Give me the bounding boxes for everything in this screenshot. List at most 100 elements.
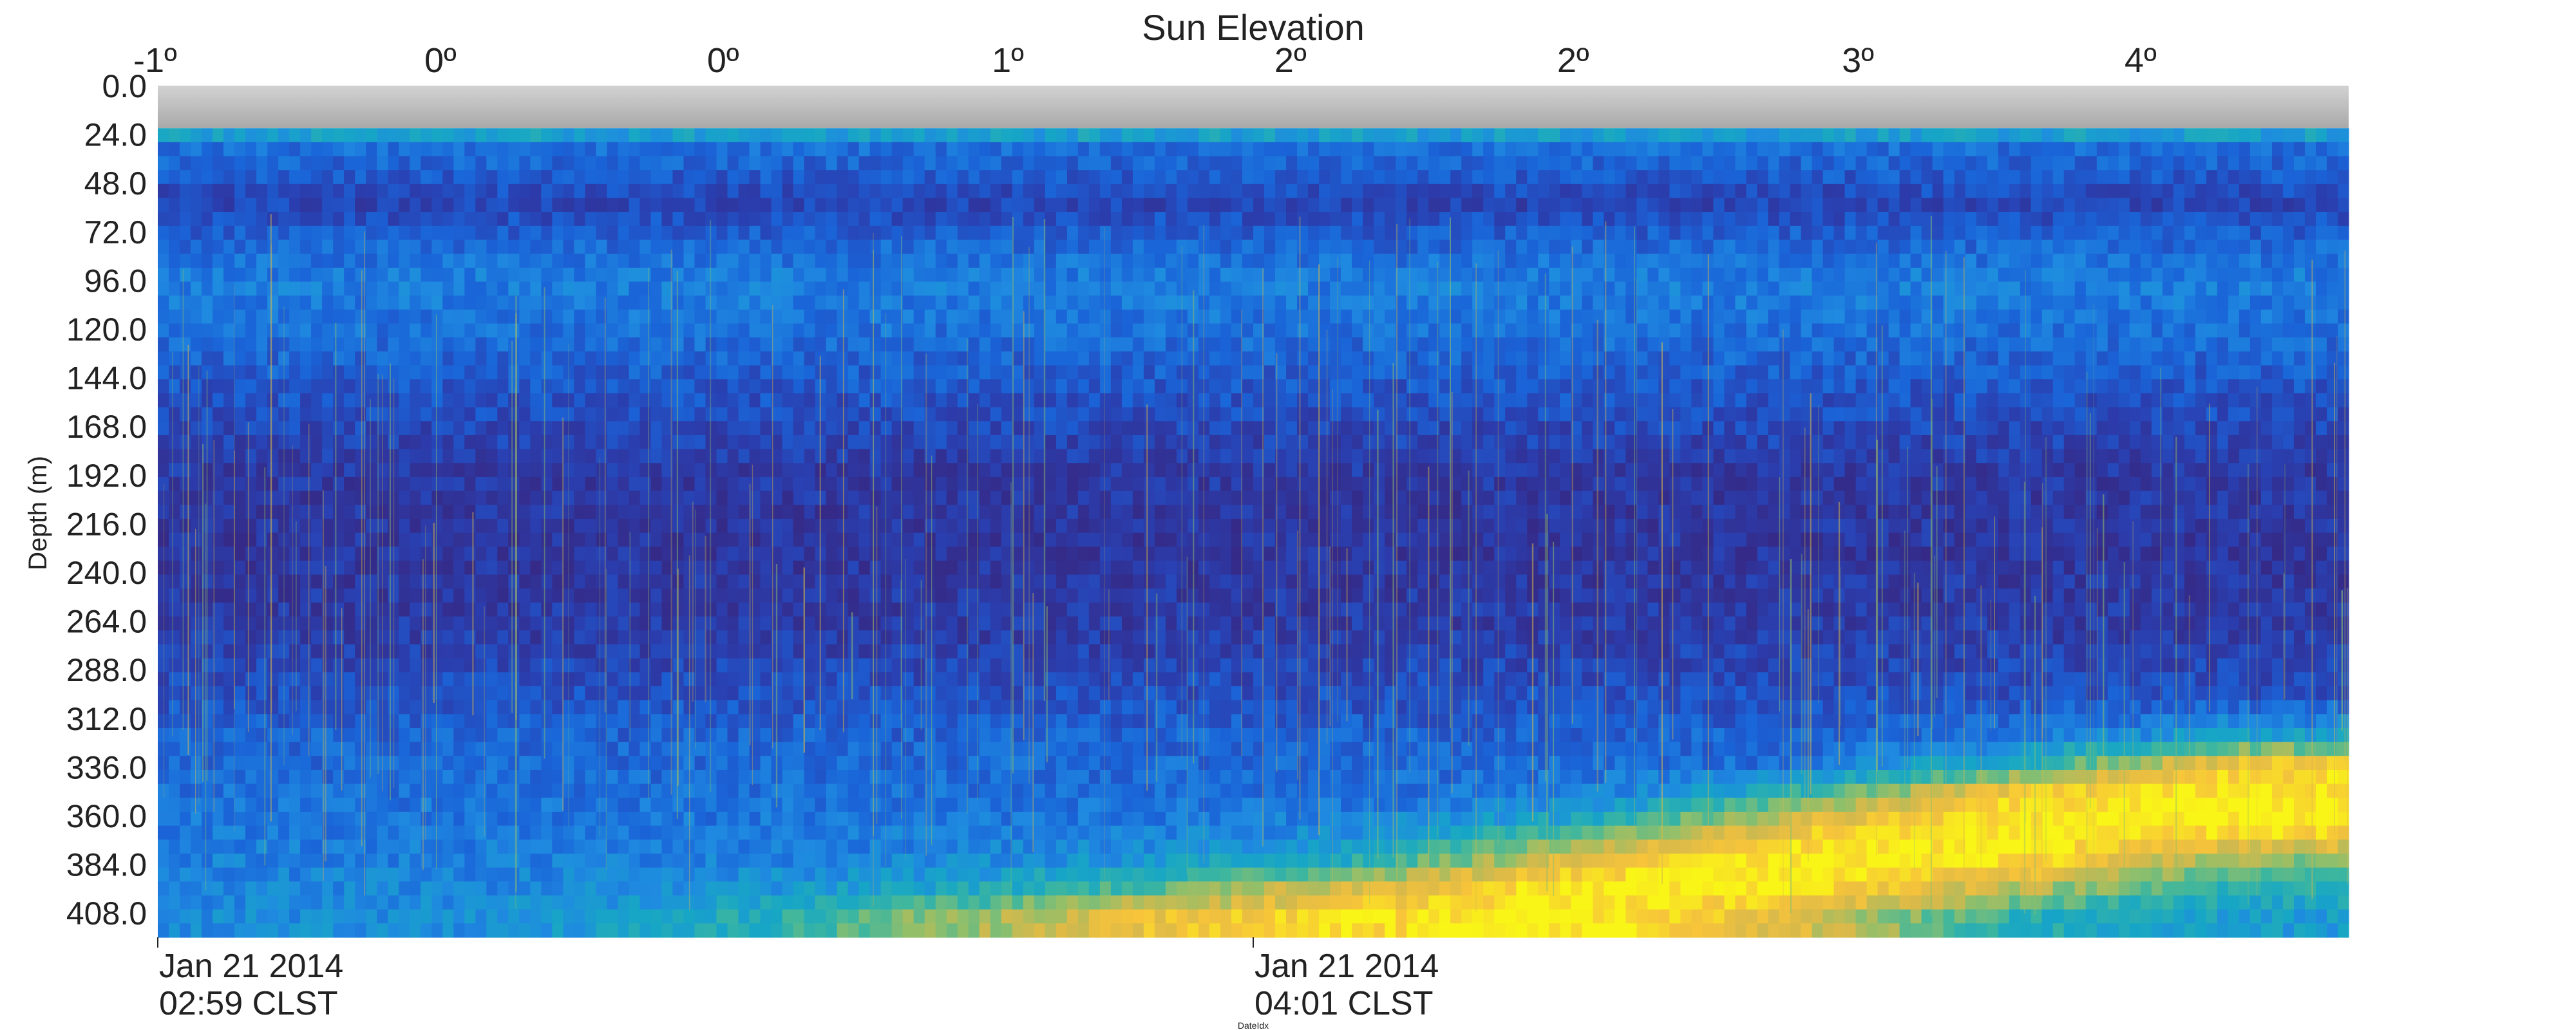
heatmap-cell bbox=[475, 212, 487, 227]
heatmap-cell bbox=[2184, 323, 2196, 338]
heatmap-cell bbox=[431, 421, 443, 436]
heatmap-cell bbox=[639, 379, 652, 394]
heatmap-cell bbox=[1034, 156, 1046, 171]
heatmap-cell bbox=[213, 212, 224, 227]
heatmap-cell bbox=[793, 225, 805, 241]
heatmap-cell bbox=[2304, 170, 2316, 185]
heatmap-cell bbox=[1121, 449, 1133, 464]
heatmap-cell bbox=[672, 309, 685, 324]
heatmap-cell bbox=[2260, 435, 2273, 450]
heatmap-cell bbox=[355, 337, 366, 352]
heatmap-cell bbox=[1121, 337, 1133, 352]
heatmap-cell bbox=[234, 156, 246, 171]
heatmap-cell bbox=[180, 379, 191, 394]
heatmap-cell bbox=[650, 337, 663, 352]
heatmap-cell bbox=[1374, 295, 1385, 310]
heatmap-cell bbox=[2326, 183, 2338, 199]
heatmap-cell bbox=[1110, 183, 1122, 199]
heatmap-cell bbox=[2085, 449, 2098, 464]
heatmap-cell bbox=[1571, 170, 1582, 185]
heatmap-cell bbox=[1691, 323, 1703, 338]
heatmap-cell bbox=[1264, 267, 1276, 283]
heatmap-cell bbox=[869, 170, 882, 185]
heatmap-cell bbox=[1932, 295, 1944, 310]
heatmap-cell bbox=[683, 323, 696, 338]
heatmap-cell bbox=[1888, 337, 1900, 352]
heatmap-cell bbox=[1253, 142, 1265, 157]
heatmap-cell bbox=[968, 309, 980, 324]
heatmap-cell bbox=[508, 142, 520, 157]
heatmap-cell bbox=[738, 281, 750, 296]
heatmap-cell bbox=[650, 379, 663, 394]
heatmap-cell bbox=[946, 449, 958, 464]
heatmap-cell bbox=[1341, 128, 1352, 143]
heatmap-cell bbox=[344, 142, 355, 157]
heatmap-cell bbox=[1724, 393, 1736, 408]
heatmap-cell bbox=[639, 183, 652, 199]
heatmap-cell bbox=[1045, 323, 1057, 338]
heatmap-cell bbox=[858, 281, 871, 296]
heatmap-cell bbox=[1965, 239, 1977, 254]
heatmap-cell bbox=[837, 323, 849, 338]
heatmap-cell bbox=[1735, 267, 1747, 283]
heatmap-cell bbox=[2239, 295, 2251, 310]
heatmap-cell bbox=[1954, 393, 1966, 408]
heatmap-cell bbox=[1615, 463, 1626, 478]
heatmap-cell bbox=[1812, 337, 1824, 352]
heatmap-cell bbox=[1812, 379, 1824, 394]
heatmap-cell bbox=[1319, 407, 1331, 422]
heatmap-cell bbox=[1242, 435, 1254, 450]
heatmap-cell bbox=[278, 421, 290, 436]
heatmap-cell bbox=[826, 421, 838, 436]
heatmap-cell bbox=[1396, 449, 1407, 464]
heatmap-cell bbox=[1724, 379, 1736, 394]
heatmap-cell bbox=[1713, 128, 1725, 143]
heatmap-cell bbox=[1604, 225, 1615, 241]
heatmap-cell bbox=[2063, 379, 2076, 394]
heatmap-cell bbox=[300, 183, 312, 199]
heatmap-cell bbox=[2020, 156, 2032, 171]
heatmap-cell bbox=[2337, 379, 2349, 394]
heatmap-cell bbox=[650, 435, 663, 450]
heatmap-cell bbox=[1023, 435, 1035, 450]
heatmap-cell bbox=[213, 128, 224, 143]
heatmap-cell bbox=[333, 337, 345, 352]
heatmap-cell bbox=[1088, 170, 1101, 185]
heatmap-cell bbox=[1132, 156, 1144, 171]
heatmap-cell bbox=[891, 267, 904, 283]
heatmap-cell bbox=[738, 463, 750, 478]
heatmap-cell bbox=[793, 379, 805, 394]
heatmap-cell bbox=[1417, 351, 1429, 366]
heatmap-cell bbox=[267, 281, 279, 296]
heatmap-cell bbox=[1691, 337, 1703, 352]
heatmap-cell bbox=[902, 337, 914, 352]
heatmap-cell bbox=[1516, 156, 1528, 171]
heatmap-cell bbox=[596, 267, 608, 283]
heatmap-cell bbox=[191, 254, 202, 268]
heatmap-cell bbox=[1615, 449, 1626, 464]
heatmap-cell bbox=[180, 156, 191, 171]
heatmap-cell bbox=[508, 198, 520, 212]
heatmap-cell bbox=[344, 435, 355, 450]
heatmap-cell bbox=[2118, 170, 2130, 185]
heatmap-cell bbox=[180, 170, 191, 185]
heatmap-cell bbox=[1341, 407, 1352, 422]
heatmap-cell bbox=[2085, 142, 2098, 157]
heatmap-cell bbox=[1034, 323, 1046, 338]
heatmap-cell bbox=[2337, 170, 2349, 185]
heatmap-cell bbox=[1625, 323, 1637, 338]
heatmap-cell bbox=[1483, 254, 1495, 268]
heatmap-cell bbox=[1549, 407, 1560, 422]
heatmap-cell bbox=[1833, 212, 1846, 227]
heatmap-cell bbox=[1253, 212, 1265, 227]
heatmap-cell bbox=[1286, 351, 1298, 366]
heatmap-cell bbox=[1965, 393, 1977, 408]
heatmap-cell bbox=[2337, 323, 2349, 338]
heatmap-cell bbox=[1121, 295, 1133, 310]
top-tick-label: 3º bbox=[1842, 41, 1874, 80]
heatmap-cell bbox=[245, 449, 257, 464]
heatmap-cell bbox=[1385, 463, 1396, 478]
heatmap-cell bbox=[2151, 337, 2163, 352]
heatmap-cell bbox=[1056, 183, 1068, 199]
heatmap-cell bbox=[1724, 128, 1736, 143]
